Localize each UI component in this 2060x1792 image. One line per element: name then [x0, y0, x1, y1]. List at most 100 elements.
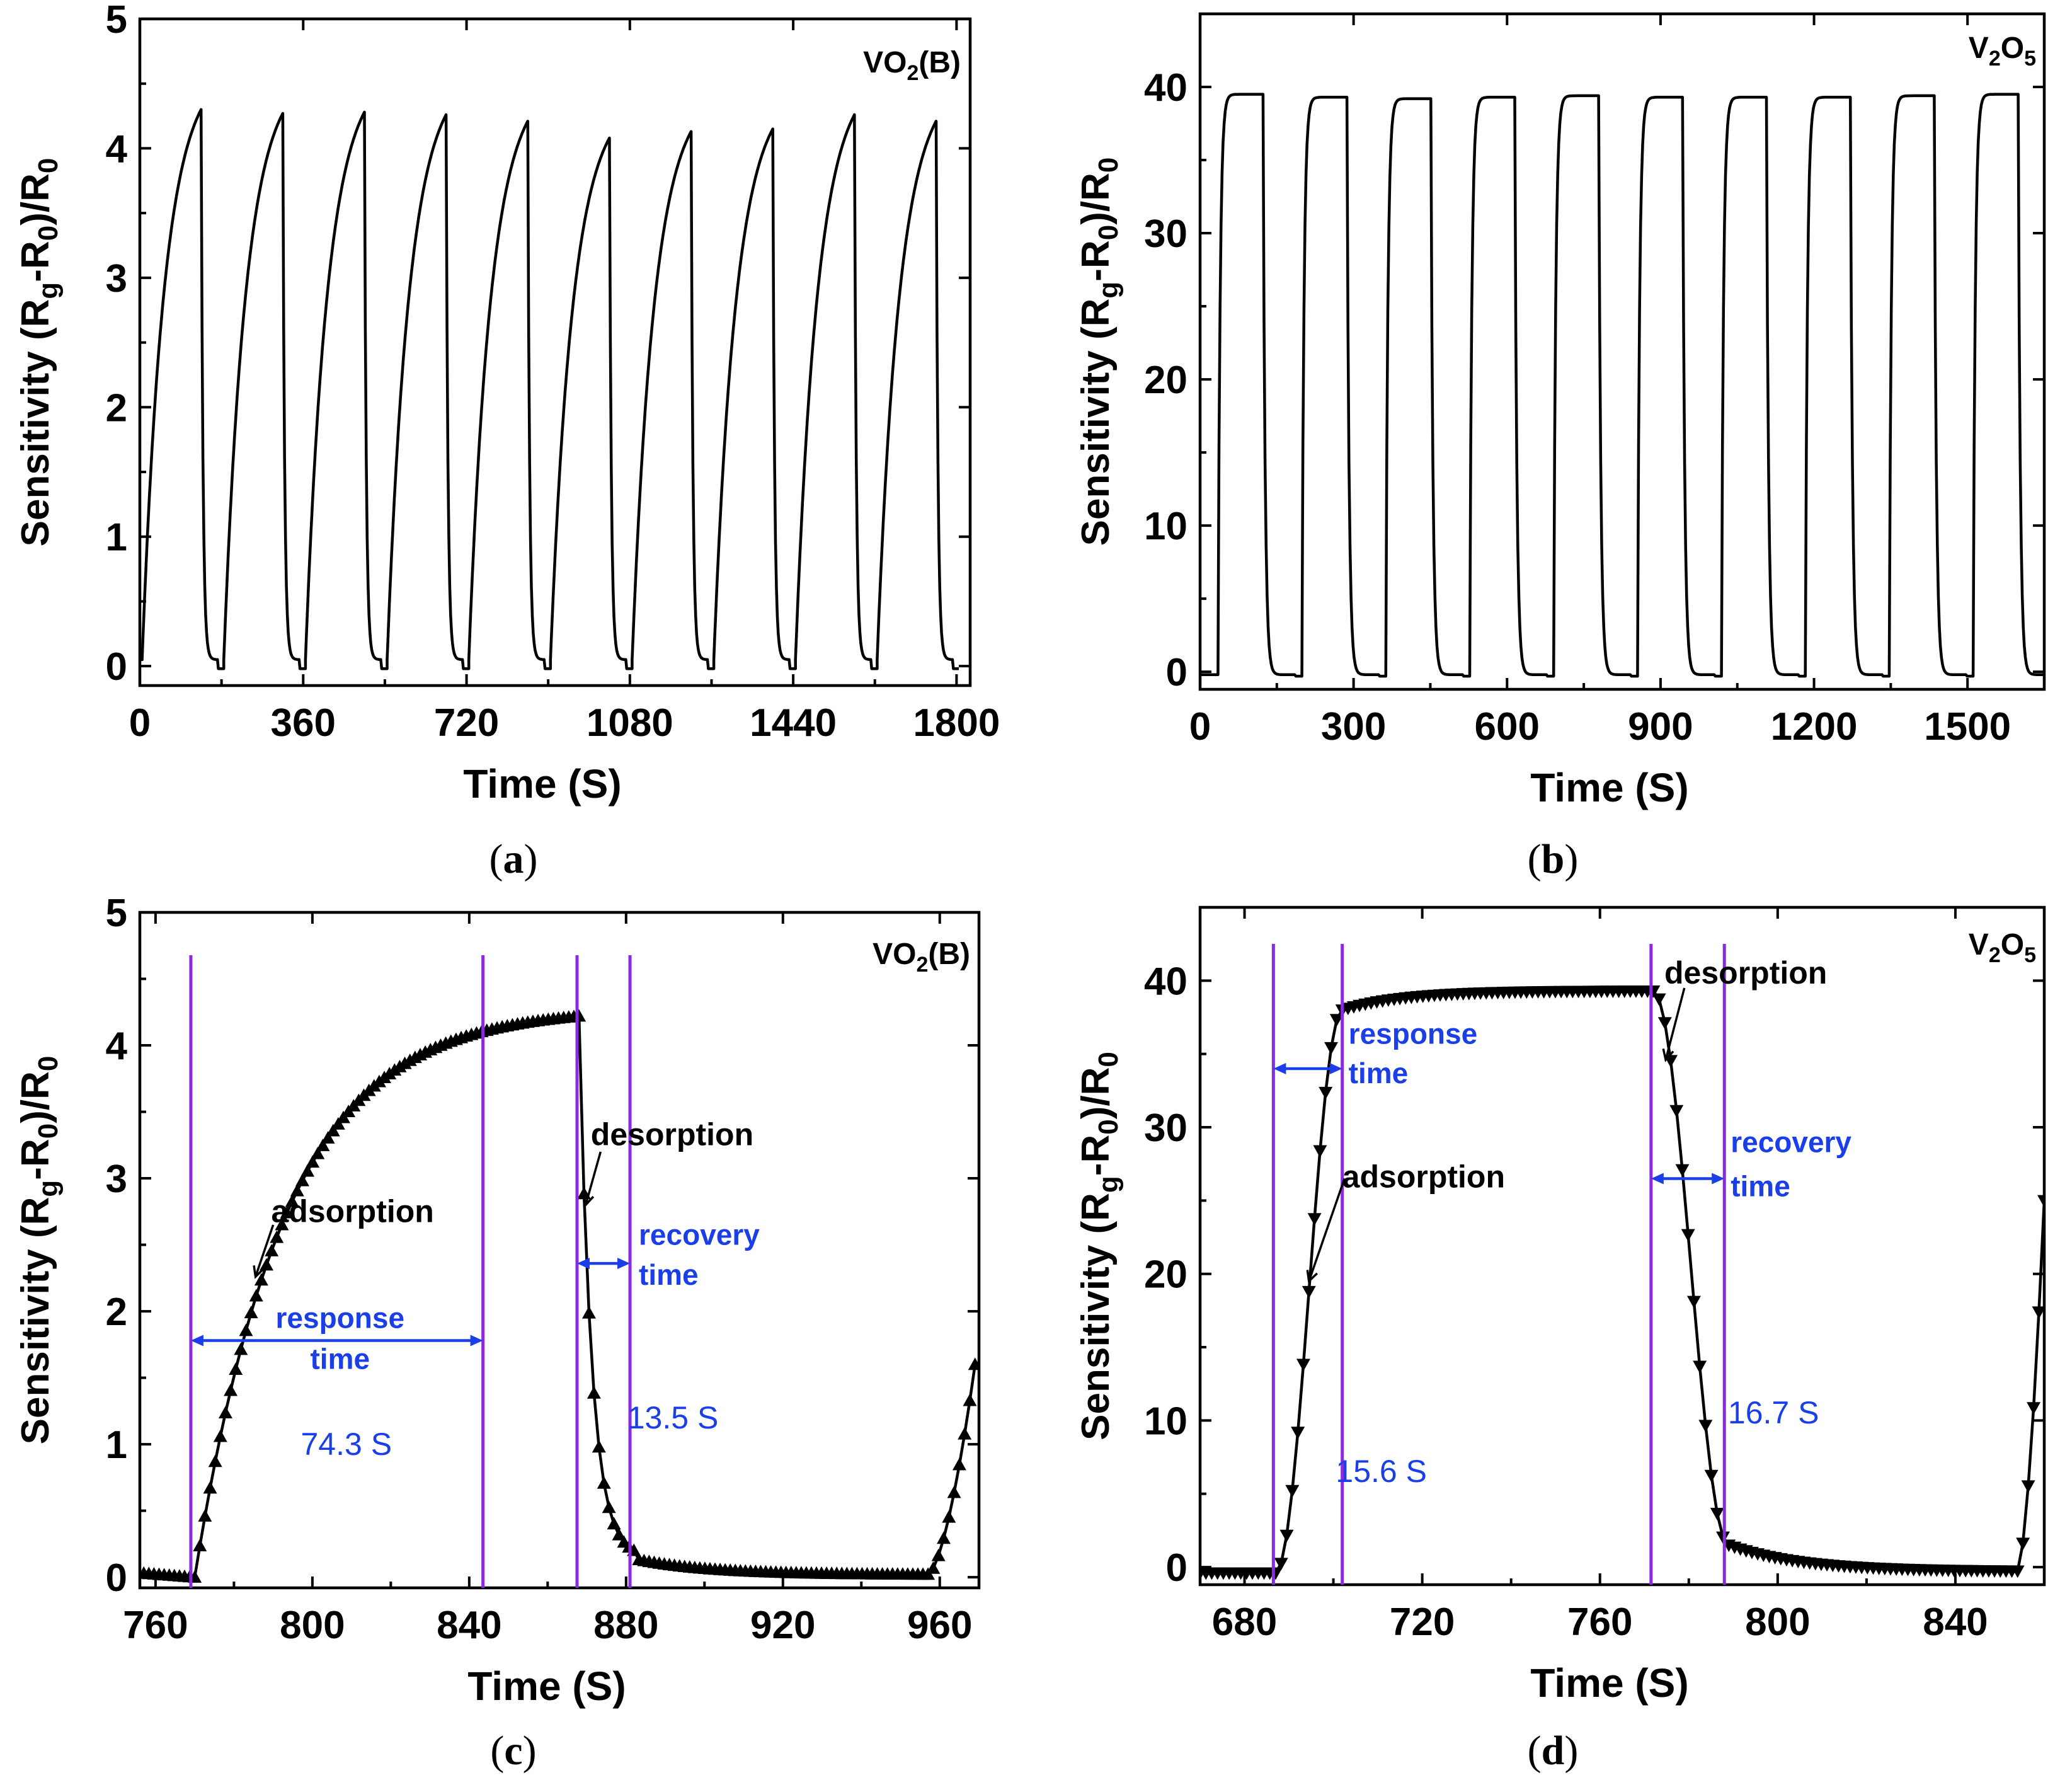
series-line: [1200, 93, 2044, 678]
data-point: [1669, 1105, 1684, 1118]
x-axis-title: Time (S): [467, 1663, 626, 1709]
y-axis-title: Sensitivity (Rg-R0)/R0: [14, 158, 64, 547]
y-tick-label: 0: [1166, 1546, 1187, 1590]
data-point: [254, 1273, 268, 1286]
data-point: [597, 1476, 611, 1489]
arrow-head-left: [577, 1258, 590, 1270]
arrow-head-right: [470, 1335, 483, 1347]
data-point: [306, 1155, 320, 1168]
data-point: [931, 1548, 946, 1561]
x-tick-label: 1500: [1924, 705, 2011, 749]
plot-frame: [138, 17, 972, 687]
data-point: [1291, 1427, 1305, 1440]
data-layer: [1200, 985, 2044, 1580]
data-point: [1686, 1295, 1701, 1309]
y-axis-title: Sensitivity (Rg-R0)/R0: [1074, 158, 1124, 546]
data-point: [1324, 1042, 1339, 1055]
data-point: [2027, 1402, 2041, 1415]
x-tick-label: 0: [129, 701, 151, 745]
data-point: [280, 1205, 294, 1219]
data-point: [224, 1383, 238, 1396]
data-point: [300, 1164, 315, 1177]
y-tick-label: 0: [106, 1556, 127, 1600]
panel-label: (b): [1528, 836, 1579, 882]
data-point: [2021, 1480, 2035, 1493]
data-point: [1693, 1360, 1707, 1374]
chart-panel-a: 0 360 720 1080 1440 1800 0 1 2 3 4 5 Time (S) Sensiti…: [14, 0, 1000, 882]
data-point: [331, 1117, 345, 1130]
data-point: [244, 1306, 258, 1319]
data-point: [1307, 1213, 1322, 1226]
y-tick-label: 4: [106, 127, 128, 171]
data-point: [581, 1306, 596, 1319]
y-tick-label: 2: [106, 1290, 127, 1334]
response-time-label: time: [310, 1342, 370, 1375]
arrow-head-right: [1712, 1173, 1725, 1185]
recovery-time-label: recovery: [1731, 1126, 1851, 1159]
arrow-head-left: [1651, 1173, 1664, 1185]
data-point: [249, 1289, 263, 1302]
data-point: [607, 1517, 621, 1530]
panel-label: (c): [490, 1728, 536, 1774]
y-tick-label: 0: [106, 645, 127, 689]
response-time-value: 74.3 S: [300, 1427, 392, 1462]
callout-pointer-head: [582, 1193, 595, 1207]
response-time-label: response: [276, 1301, 405, 1334]
data-point: [1274, 1558, 1288, 1571]
y-tick-label: 20: [1144, 359, 1187, 402]
x-tick-label: 920: [750, 1604, 815, 1647]
x-tick-label: 880: [593, 1604, 658, 1647]
x-tick-label: 0: [1189, 705, 1211, 749]
data-point: [1698, 1420, 1713, 1433]
data-point: [265, 1244, 279, 1256]
data-point: [1652, 993, 1666, 1006]
recovery-time-label: time: [1731, 1169, 1790, 1202]
y-tick-label: 1: [106, 1423, 127, 1467]
data-point: [936, 1531, 951, 1544]
data-point: [193, 1539, 207, 1552]
data-point: [1285, 1485, 1300, 1498]
data-point: [958, 1427, 972, 1440]
data-point: [1296, 1358, 1310, 1372]
data-point: [592, 1440, 606, 1453]
x-tick-label: 760: [1567, 1600, 1632, 1644]
panel-label: (a): [489, 836, 538, 882]
x-tick-label: 1200: [1771, 705, 1858, 749]
data-point: [270, 1230, 284, 1243]
data-point: [295, 1173, 309, 1186]
material-label: V2O5: [1969, 32, 2036, 71]
data-point: [1675, 1164, 1690, 1177]
data-point: [1302, 1285, 1316, 1299]
data-point: [234, 1342, 248, 1355]
y-tick-label: 3: [106, 257, 127, 301]
data-point: [952, 1457, 966, 1471]
data-point: [942, 1510, 956, 1523]
x-tick-label: 840: [437, 1604, 501, 1647]
y-tick-label: 3: [106, 1157, 127, 1201]
x-axis-title: Time (S): [1530, 1660, 1688, 1706]
data-point: [316, 1139, 330, 1151]
data-point: [1704, 1469, 1719, 1483]
callout-pointer-head: [253, 1265, 265, 1279]
x-tick-label: 800: [280, 1604, 345, 1647]
data-point: [1313, 1145, 1327, 1158]
data-point: [218, 1406, 232, 1419]
recovery-time-value: 16.7 S: [1728, 1395, 1819, 1430]
data-point: [612, 1527, 626, 1541]
recovery-time-value: 13.5 S: [627, 1400, 719, 1435]
data-point: [2016, 1537, 2030, 1551]
y-tick-label: 5: [106, 892, 127, 935]
y-tick-label: 5: [106, 0, 127, 42]
y-tick-label: 1: [106, 516, 127, 560]
material-label: VO2(B): [873, 938, 970, 977]
desorption-label: desorption: [1664, 955, 1827, 991]
desorption-label: desorption: [591, 1117, 753, 1152]
y-tick-label: 40: [1144, 960, 1187, 1003]
response-time-label: time: [1349, 1057, 1409, 1089]
plot-frame: [138, 910, 981, 1590]
chart-panel-b: 0 300 600 900 1200 1500 0 10 20 30 40 Time (S) Sensi…: [1074, 12, 2046, 882]
data-point: [275, 1217, 289, 1231]
y-axis-title: Sensitivity (Rg-R0)/R0: [14, 1056, 64, 1445]
data-point: [213, 1429, 227, 1442]
